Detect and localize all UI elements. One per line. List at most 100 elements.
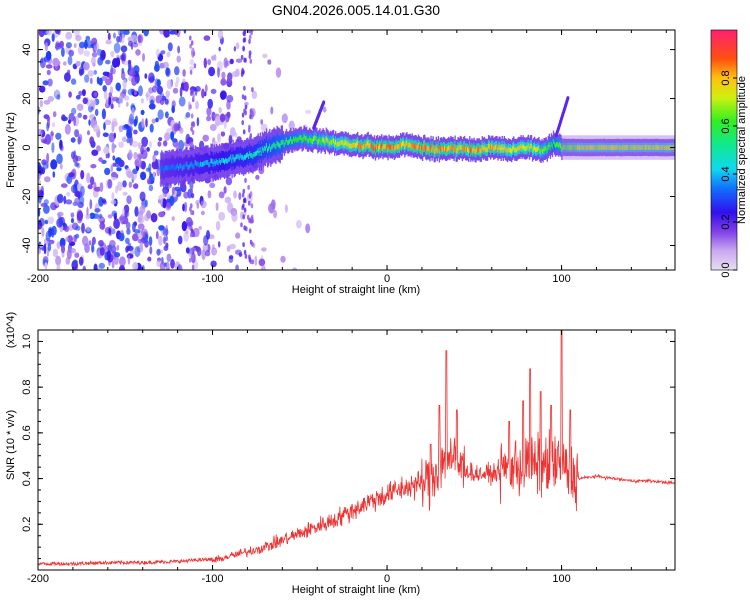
- ridge-core: [342, 140, 344, 146]
- noise-speck: [80, 185, 85, 197]
- noise-speck: [209, 182, 216, 189]
- noise-speck: [50, 130, 54, 141]
- noise-speck: [171, 138, 178, 143]
- ridge-core: [482, 146, 485, 152]
- noise-speck: [98, 157, 103, 162]
- noise-speck: [249, 191, 253, 197]
- noise-speck: [211, 55, 215, 61]
- ridge-core: [261, 146, 264, 152]
- ridge-core: [497, 147, 499, 152]
- ridge-core: [398, 144, 401, 150]
- ridge-core: [338, 141, 340, 147]
- ridge-core: [176, 163, 179, 168]
- ridge-core: [281, 140, 283, 145]
- ridge-core: [535, 147, 537, 153]
- ridge-core: [628, 145, 630, 150]
- noise-speck: [98, 77, 103, 86]
- ridge-core: [313, 136, 315, 142]
- ridge-core: [538, 145, 540, 151]
- ridge-core: [633, 145, 635, 151]
- ridge-core: [433, 149, 435, 154]
- noise-speck: [191, 254, 194, 260]
- noise-speck: [112, 162, 117, 167]
- ridge-core: [303, 134, 305, 140]
- noise-speck: [190, 220, 194, 226]
- noise-speck: [155, 48, 160, 58]
- ridge-core: [542, 149, 544, 154]
- noise-speck: [171, 216, 175, 221]
- ridge-core: [632, 145, 634, 150]
- noise-speck: [75, 225, 81, 231]
- noise-speck: [51, 142, 55, 154]
- noise-speck: [83, 50, 91, 57]
- noise-speck: [249, 114, 252, 120]
- noise-speck: [171, 186, 175, 195]
- ridge-core: [669, 145, 671, 150]
- noise-speck: [93, 124, 100, 133]
- noise-speck: [68, 172, 75, 178]
- noise-speck: [171, 100, 176, 108]
- noise-speck: [111, 192, 115, 201]
- noise-speck: [165, 242, 169, 248]
- colorbar-gradient: [710, 29, 738, 271]
- noise-speck: [59, 144, 64, 152]
- ridge-core: [613, 145, 615, 150]
- ridge-core: [518, 145, 520, 151]
- noise-speck: [189, 43, 192, 49]
- noise-speck: [178, 96, 186, 107]
- noise-speck: [209, 123, 217, 132]
- snr-series-line: [38, 330, 675, 567]
- noise-speck: [113, 132, 117, 139]
- noise-speck: [190, 40, 194, 46]
- ridge-core: [612, 145, 614, 151]
- noise-speck: [70, 78, 77, 85]
- ridge-core: [205, 160, 207, 165]
- noise-speck: [101, 159, 107, 164]
- ridge-core: [443, 145, 446, 151]
- noise-speck: [118, 232, 125, 242]
- ridge-core: [650, 145, 652, 150]
- noise-speck: [146, 147, 150, 152]
- snr-background: [38, 330, 675, 570]
- noise-speck: [242, 46, 245, 52]
- ridge-core: [601, 145, 603, 151]
- ridge-core: [658, 145, 660, 151]
- ridge-core: [609, 145, 611, 150]
- ridge-core: [490, 146, 492, 152]
- noise-speck: [152, 171, 156, 178]
- ridge-core: [430, 144, 432, 150]
- noise-speck: [129, 113, 134, 125]
- ridge-core: [410, 143, 412, 149]
- ridge-core: [564, 144, 566, 150]
- noise-speck: [74, 129, 80, 138]
- noise-speck: [219, 113, 226, 123]
- noise-speck: [242, 37, 246, 43]
- ridge-core: [286, 140, 289, 145]
- noise-speck: [67, 69, 71, 75]
- noise-speck: [110, 164, 114, 172]
- noise-speck: [248, 228, 252, 234]
- ridge-core: [284, 139, 287, 145]
- noise-speck: [75, 95, 81, 100]
- ridge-core: [397, 144, 400, 149]
- ridge-core: [625, 145, 627, 150]
- y-tick-label: 0: [21, 144, 33, 150]
- ridge-core: [213, 159, 215, 165]
- ridge-core: [170, 165, 172, 170]
- ridge-core: [477, 147, 479, 153]
- noise-speck: [46, 122, 49, 132]
- ridge-core: [270, 147, 272, 152]
- ridge-core: [240, 154, 243, 160]
- ridge-core: [460, 145, 463, 150]
- ridge-core: [164, 165, 166, 171]
- noise-speck: [65, 236, 69, 242]
- ridge-core: [462, 145, 465, 151]
- noise-speck: [203, 235, 209, 246]
- ridge-core: [202, 162, 204, 167]
- ridge-core: [312, 139, 314, 145]
- noise-speck: [137, 238, 142, 244]
- ridge-core: [491, 144, 493, 150]
- noise-speck: [196, 117, 200, 127]
- noise-speck: [64, 72, 71, 82]
- ridge-core: [269, 143, 271, 149]
